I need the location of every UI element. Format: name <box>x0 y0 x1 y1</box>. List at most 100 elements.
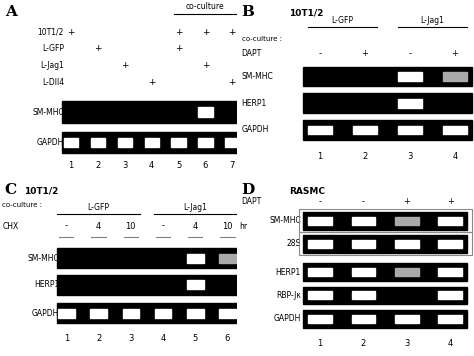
Text: A: A <box>5 5 17 19</box>
Bar <box>438 240 462 248</box>
Text: +: + <box>447 197 454 206</box>
Text: +: + <box>175 27 182 37</box>
Text: B: B <box>242 5 255 19</box>
Text: 10: 10 <box>222 221 233 231</box>
Bar <box>308 240 332 248</box>
Bar <box>62 101 242 123</box>
Text: HERP1: HERP1 <box>242 99 267 108</box>
Bar <box>352 315 375 323</box>
Bar <box>172 137 186 147</box>
Bar <box>303 67 472 87</box>
Bar <box>155 309 172 318</box>
Text: GAPDH: GAPDH <box>32 309 59 318</box>
Text: +: + <box>121 61 128 70</box>
Text: 5: 5 <box>192 334 198 343</box>
Bar <box>299 209 472 232</box>
Bar <box>352 217 375 225</box>
Bar <box>395 268 419 276</box>
Text: 2: 2 <box>95 161 100 170</box>
Bar <box>198 108 212 117</box>
Text: 10T1/2: 10T1/2 <box>289 9 324 18</box>
Bar <box>118 137 132 147</box>
Text: +: + <box>362 49 368 58</box>
Bar <box>438 268 462 276</box>
Text: L-GFP: L-GFP <box>88 203 109 212</box>
Bar <box>398 72 422 81</box>
Text: C: C <box>5 183 17 197</box>
Text: RASMC: RASMC <box>289 187 325 196</box>
Bar <box>303 212 467 230</box>
Bar <box>187 281 203 289</box>
Text: co-culture: co-culture <box>186 2 225 11</box>
Text: HERP1: HERP1 <box>276 268 301 277</box>
Text: -: - <box>65 221 68 231</box>
Text: 4: 4 <box>160 334 166 343</box>
Text: L-Jag1: L-Jag1 <box>420 16 445 25</box>
Text: GAPDH: GAPDH <box>273 314 301 323</box>
Text: -: - <box>319 197 321 206</box>
Text: 1: 1 <box>68 161 74 170</box>
Text: +: + <box>175 44 182 53</box>
Text: 28S: 28S <box>287 239 301 248</box>
Text: hr: hr <box>239 221 247 231</box>
Bar <box>198 137 212 147</box>
Text: GAPDH: GAPDH <box>242 125 269 135</box>
Text: 6: 6 <box>225 334 230 343</box>
Text: 4: 4 <box>447 339 453 348</box>
Bar <box>303 93 472 113</box>
Text: -: - <box>409 49 411 58</box>
Text: 3: 3 <box>404 339 410 348</box>
Text: L-Jag1: L-Jag1 <box>183 203 207 212</box>
Text: co-culture :: co-culture : <box>2 202 42 208</box>
Bar <box>225 137 239 147</box>
Text: GAPDH: GAPDH <box>36 138 64 147</box>
Text: SM-MHC: SM-MHC <box>32 108 64 117</box>
Bar <box>398 99 422 108</box>
Text: +: + <box>67 27 75 37</box>
Text: +: + <box>148 78 155 87</box>
Text: 1: 1 <box>64 334 69 343</box>
Text: CHX: CHX <box>2 221 18 231</box>
Text: +: + <box>201 61 209 70</box>
Text: 2: 2 <box>361 339 366 348</box>
Text: 10: 10 <box>126 221 136 231</box>
Bar <box>122 309 139 318</box>
Text: +: + <box>201 27 209 37</box>
Text: 6: 6 <box>203 161 208 170</box>
Bar <box>303 235 467 253</box>
Bar <box>303 310 467 328</box>
Text: DAPT: DAPT <box>242 197 262 206</box>
Text: 3: 3 <box>128 334 134 343</box>
Bar <box>299 232 472 256</box>
Bar <box>352 268 375 276</box>
Text: RBP-Jκ: RBP-Jκ <box>276 291 301 300</box>
Bar <box>219 309 236 318</box>
Text: 10T1/2: 10T1/2 <box>37 27 64 37</box>
Text: L-GFP: L-GFP <box>331 16 354 25</box>
Text: +: + <box>452 49 458 58</box>
Bar <box>303 263 467 281</box>
Text: SM-MHC: SM-MHC <box>269 216 301 225</box>
Text: SM-MHC: SM-MHC <box>27 253 59 263</box>
Bar <box>352 292 375 299</box>
Text: 10T1/2: 10T1/2 <box>24 187 58 196</box>
Bar <box>308 268 332 276</box>
Bar <box>438 292 462 299</box>
Bar <box>308 126 332 134</box>
Text: 5: 5 <box>176 161 181 170</box>
Text: +: + <box>228 78 236 87</box>
Text: 1: 1 <box>317 339 323 348</box>
Text: co-culture :: co-culture : <box>242 36 282 42</box>
Text: 4: 4 <box>149 161 155 170</box>
Bar <box>352 240 375 248</box>
Bar <box>443 126 467 134</box>
Bar <box>303 287 467 304</box>
Bar <box>187 254 203 262</box>
Text: SM-MHC: SM-MHC <box>242 72 273 81</box>
Bar <box>58 309 75 318</box>
Text: 4: 4 <box>192 221 198 231</box>
Text: 4: 4 <box>452 152 458 161</box>
Text: D: D <box>242 183 255 197</box>
Bar <box>443 72 467 81</box>
Bar <box>303 120 472 140</box>
